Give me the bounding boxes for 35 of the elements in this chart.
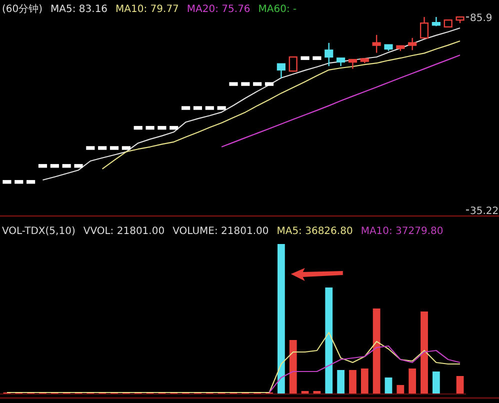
text: MA10: 37279.80 (360, 226, 444, 237)
y-tick-label: 85.9 (470, 13, 492, 24)
chart-title: (60分钟) (2, 3, 43, 15)
bar (432, 372, 440, 394)
bar (420, 312, 428, 394)
bar (325, 288, 333, 394)
bar (277, 244, 285, 394)
candlestick (348, 58, 358, 70)
candlestick (432, 16, 440, 27)
text: MA10: 79.77 (116, 4, 179, 15)
bar (360, 368, 368, 394)
candlestick (276, 63, 286, 79)
text: MA20: 75.76 (186, 4, 250, 15)
candlestick (420, 16, 429, 39)
legend-label: MA60: - (258, 4, 298, 15)
bar (349, 370, 356, 394)
text: VVOL: 21801.00 (83, 226, 165, 237)
text: VOLUME: 21801.00 (172, 226, 269, 237)
bar (396, 385, 404, 394)
line-series (221, 54, 461, 148)
candlestick (408, 37, 417, 51)
y-tick-label: 35.22 (470, 206, 499, 217)
text: MA5: 83.16 (50, 4, 108, 15)
bar (408, 368, 416, 394)
line-series (102, 40, 461, 170)
candlestick (288, 56, 298, 72)
bar (384, 378, 392, 394)
candlestick (324, 42, 334, 67)
chart-title: VOL-TDX(5,10) (2, 226, 76, 237)
bar (372, 308, 380, 394)
bar (337, 370, 345, 394)
candlestick (372, 34, 381, 54)
bar (456, 376, 464, 394)
text: MA5: 36826.80 (276, 226, 353, 237)
bar (289, 340, 297, 394)
